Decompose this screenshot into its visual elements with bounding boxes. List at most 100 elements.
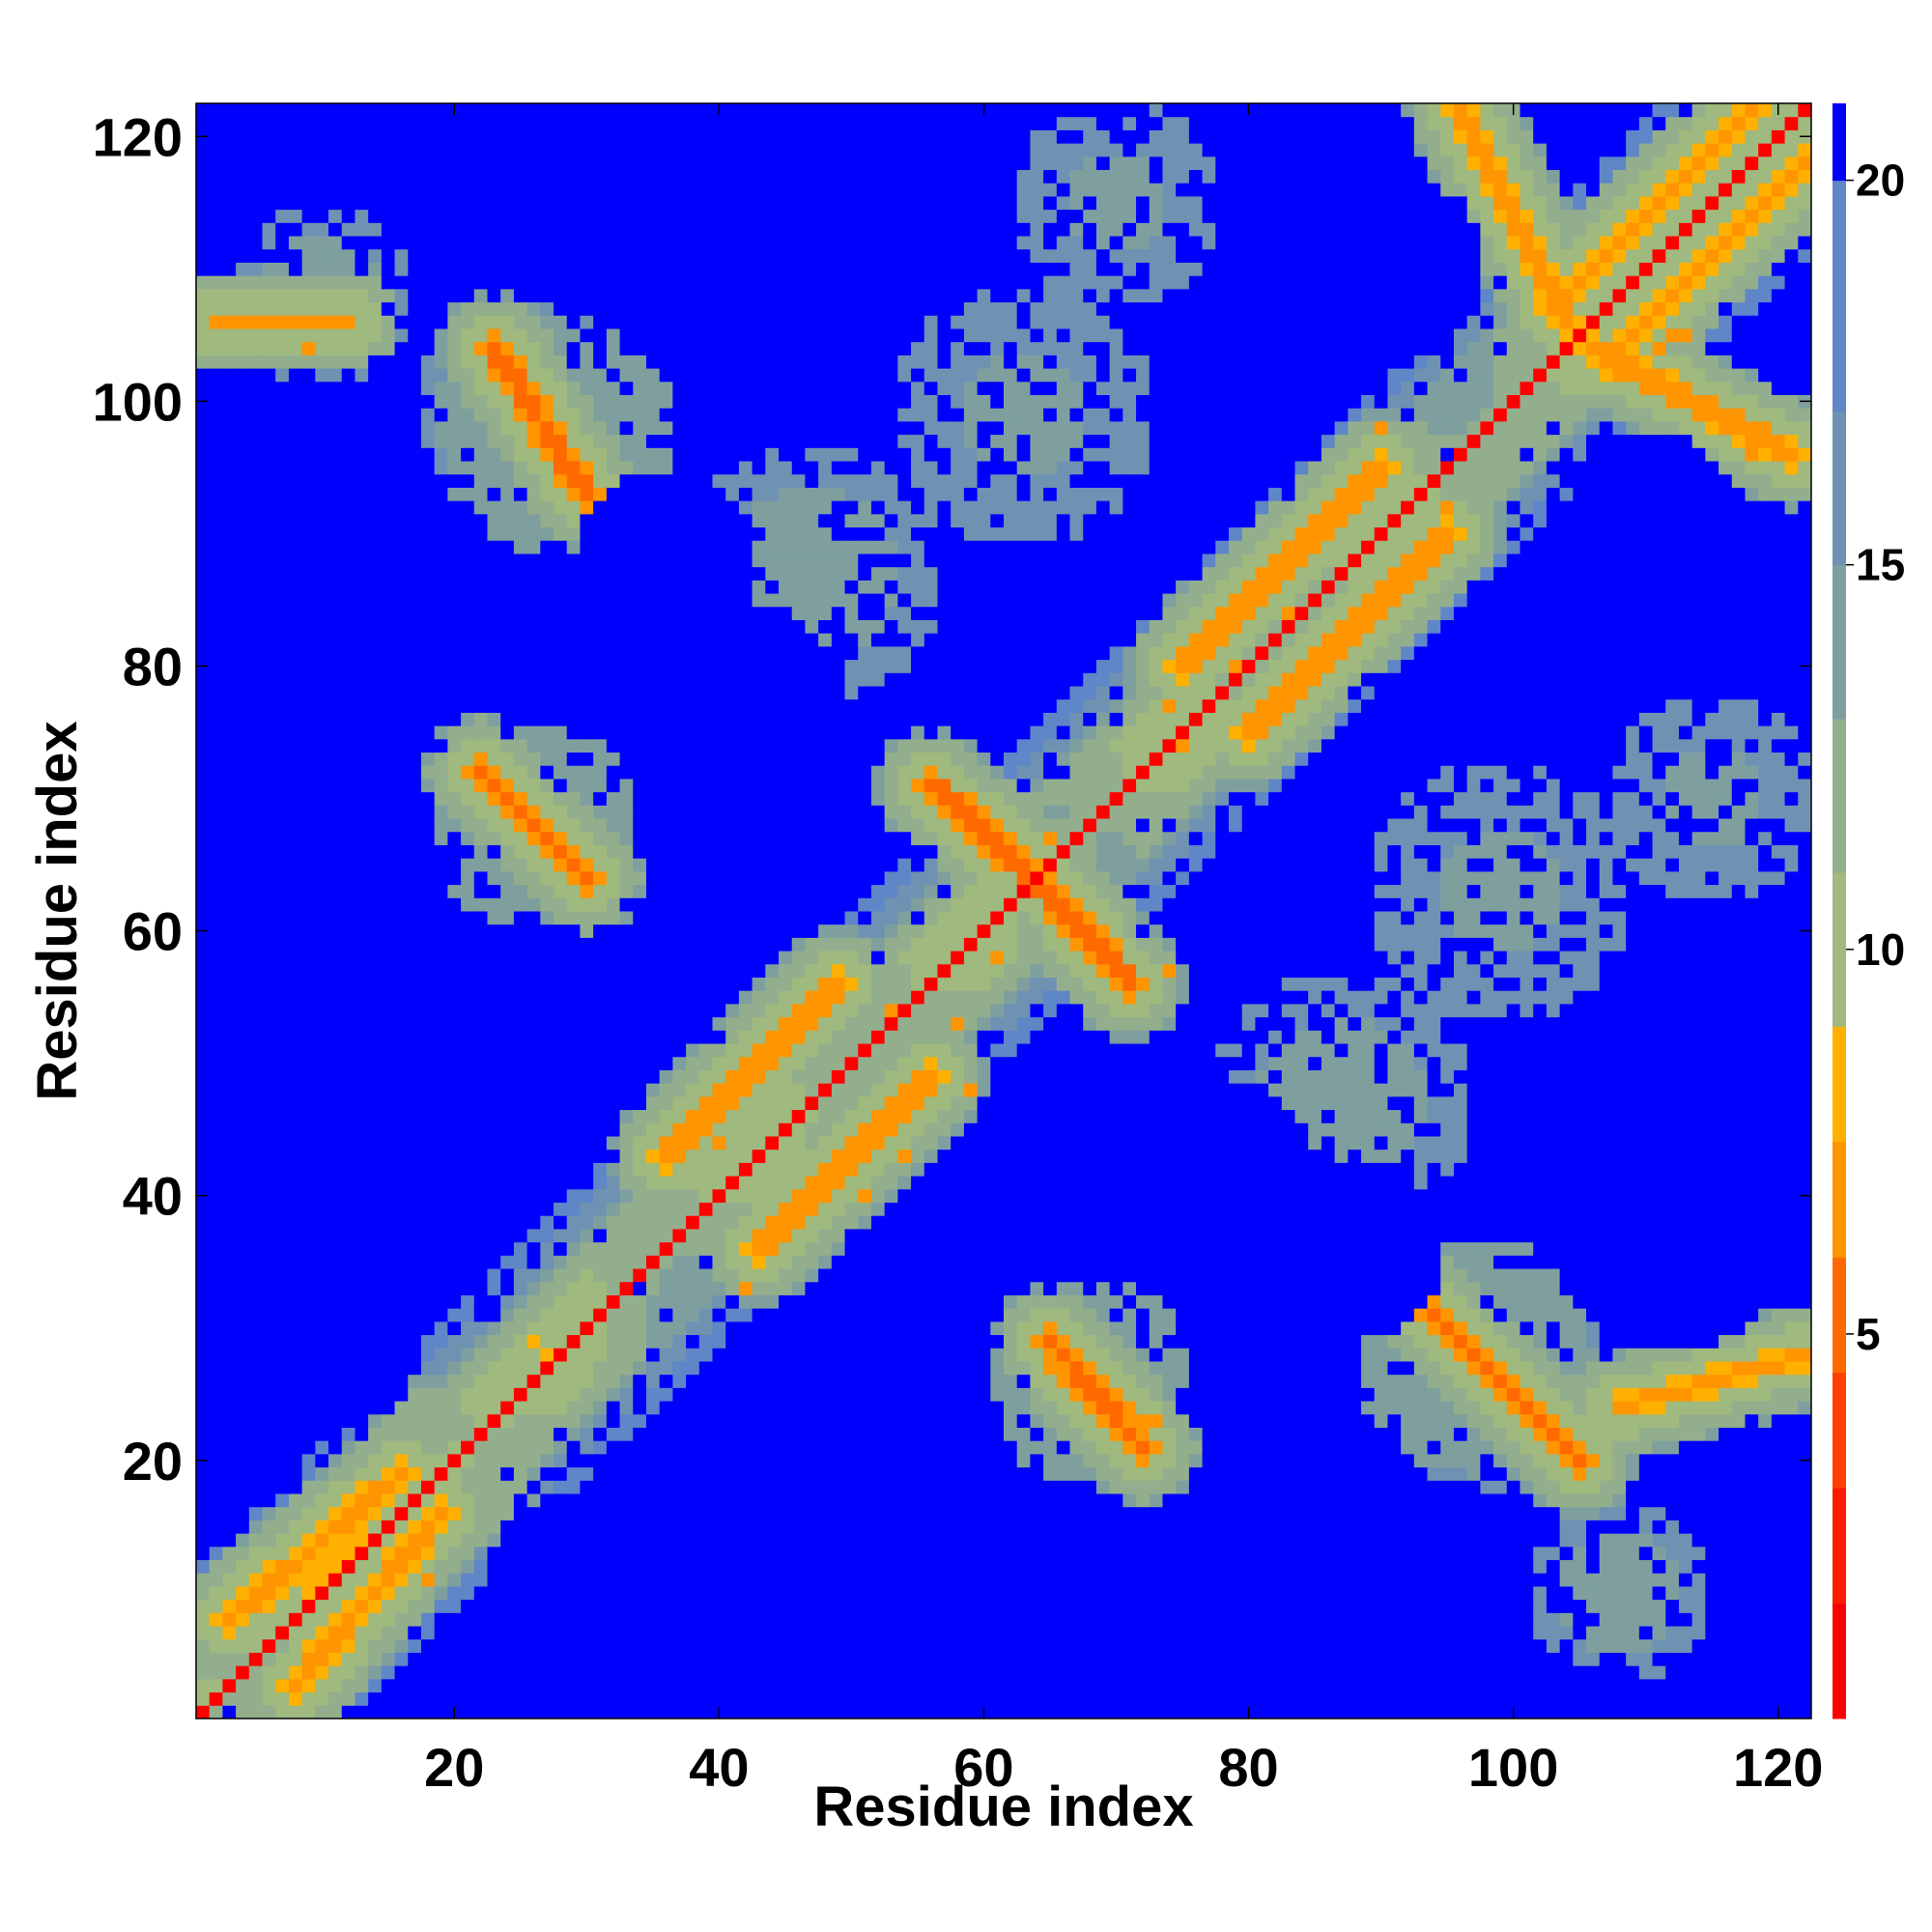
heatmap-cell — [672, 1599, 687, 1613]
heatmap-cell — [645, 738, 661, 753]
heatmap-cell — [686, 1056, 700, 1070]
heatmap-cell — [262, 1241, 276, 1256]
heatmap-cell — [381, 1480, 396, 1494]
heatmap-cell — [606, 990, 621, 1005]
heatmap-cell — [275, 738, 290, 753]
heatmap-cell — [554, 1149, 568, 1163]
heatmap-cell — [355, 1573, 369, 1587]
heatmap-cell — [408, 156, 422, 171]
heatmap-cell — [487, 434, 501, 448]
heatmap-cell — [580, 1691, 594, 1706]
heatmap-cell — [500, 447, 515, 462]
heatmap-cell — [420, 1109, 436, 1123]
heatmap-cell — [606, 1665, 621, 1680]
heatmap-cell — [288, 698, 303, 713]
heatmap-cell — [461, 1268, 475, 1283]
heatmap-cell — [301, 990, 316, 1005]
heatmap-cell — [487, 1665, 501, 1680]
heatmap-cell — [262, 1665, 276, 1680]
heatmap-cell — [619, 951, 634, 965]
heatmap-cell — [659, 818, 673, 833]
heatmap-cell — [420, 156, 436, 171]
heatmap-cell — [580, 487, 594, 501]
heatmap-cell — [580, 870, 594, 886]
heatmap-cell — [248, 381, 264, 395]
heatmap-cell — [236, 1413, 250, 1428]
heatmap-cell — [698, 870, 713, 886]
heatmap-cell — [487, 1533, 501, 1548]
heatmap-cell — [619, 368, 634, 383]
heatmap-cell — [712, 1281, 726, 1295]
heatmap-cell — [554, 1281, 568, 1295]
heatmap-cell — [686, 103, 700, 118]
heatmap-cell — [341, 209, 355, 223]
heatmap-cell — [288, 858, 303, 872]
heatmap-cell — [196, 116, 211, 130]
heatmap-cell — [712, 1453, 726, 1468]
heatmap-cell — [368, 1374, 383, 1388]
heatmap-cell — [341, 1493, 355, 1508]
heatmap-cell — [672, 183, 687, 197]
heatmap-cell — [288, 368, 303, 383]
heatmap-cell — [554, 327, 568, 343]
heatmap-cell — [500, 1626, 515, 1640]
heatmap-cell — [619, 461, 634, 475]
heatmap-cell — [328, 169, 343, 184]
heatmap-cell — [487, 858, 501, 872]
heatmap-cell — [301, 725, 316, 740]
heatmap-cell — [236, 1705, 250, 1719]
heatmap-cell — [341, 1453, 355, 1468]
heatmap-cell — [633, 262, 647, 276]
heatmap-cell — [301, 1241, 316, 1256]
heatmap-cell — [593, 752, 608, 766]
heatmap-cell — [288, 1215, 303, 1230]
heatmap-cell — [341, 659, 355, 673]
heatmap-cell — [633, 143, 647, 157]
heatmap-cell — [381, 1546, 396, 1561]
heatmap-cell — [473, 434, 488, 448]
heatmap-cell — [540, 1030, 554, 1044]
heatmap-cell — [288, 553, 303, 568]
heatmap-cell — [368, 884, 383, 898]
heatmap-cell — [580, 355, 594, 369]
heatmap-cell — [633, 1202, 647, 1216]
heatmap-cell — [619, 698, 634, 713]
heatmap-cell — [394, 566, 409, 581]
heatmap-cell — [580, 169, 594, 184]
heatmap-cell — [434, 381, 448, 395]
heatmap-cell — [196, 1268, 211, 1283]
heatmap-cell — [619, 1348, 634, 1362]
heatmap-cell — [554, 725, 568, 740]
heatmap-cell — [672, 1109, 687, 1123]
heatmap-cell — [698, 1003, 713, 1018]
heatmap-cell — [262, 1176, 276, 1190]
heatmap-cell — [580, 1427, 594, 1441]
heatmap-cell — [248, 1626, 264, 1640]
heatmap-cell — [500, 1585, 515, 1601]
heatmap-cell — [487, 487, 501, 501]
heatmap-cell — [381, 195, 396, 211]
heatmap-cell — [659, 156, 673, 171]
heatmap-cell — [434, 778, 448, 793]
heatmap-cell — [593, 129, 608, 144]
heatmap-cell — [487, 1268, 501, 1283]
heatmap-cell — [434, 633, 448, 647]
heatmap-cell — [355, 1122, 369, 1137]
heatmap-cell — [487, 818, 501, 833]
heatmap-cell — [301, 1506, 316, 1520]
heatmap-cell — [355, 1585, 369, 1601]
heatmap-cell — [698, 156, 713, 171]
heatmap-cell — [712, 633, 726, 647]
heatmap-cell — [540, 884, 554, 898]
heatmap-cell — [236, 897, 250, 912]
heatmap-cell — [381, 447, 396, 462]
heatmap-cell — [698, 977, 713, 991]
heatmap-cell — [315, 884, 329, 898]
heatmap-cell — [554, 1334, 568, 1349]
heatmap-cell — [461, 752, 475, 766]
heatmap-cell — [645, 1321, 661, 1336]
heatmap-cell — [381, 1440, 396, 1455]
heatmap-cell — [580, 977, 594, 991]
heatmap-cell — [434, 1043, 448, 1058]
heatmap-cell — [236, 1573, 250, 1587]
